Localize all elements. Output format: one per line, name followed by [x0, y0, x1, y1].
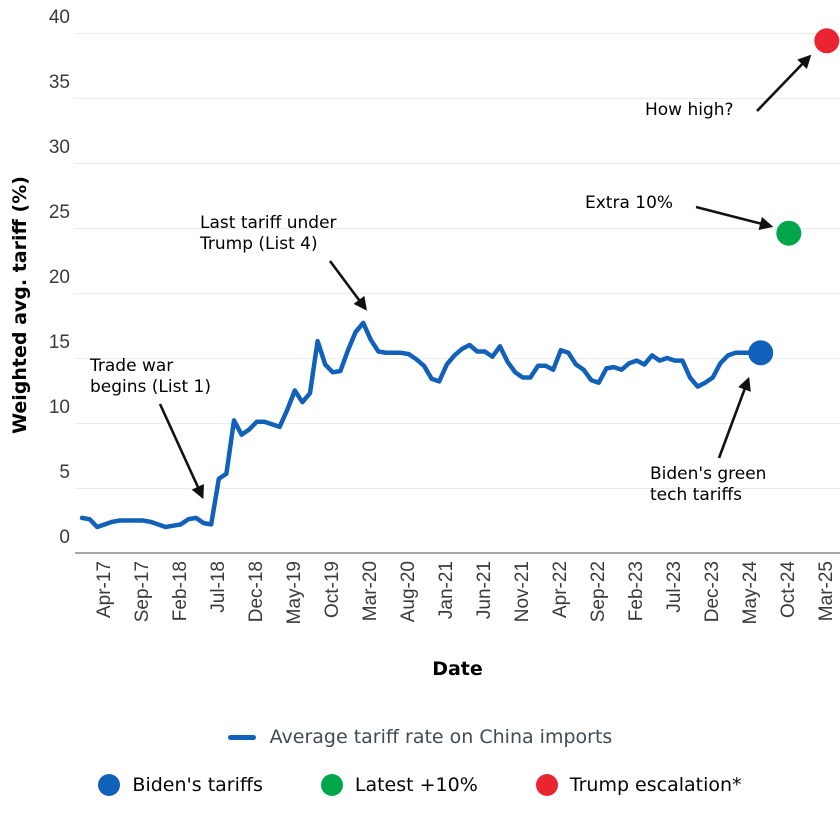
x-tick-label: Oct-24 — [777, 561, 799, 619]
line-swatch-icon — [227, 734, 256, 740]
dot-latest-10- — [776, 220, 802, 246]
annotation-arrow — [158, 403, 204, 500]
annotation-label: Biden's green tech tariffs — [650, 464, 767, 505]
y-tick-label: 40 — [48, 7, 70, 28]
gridline — [75, 423, 840, 424]
x-tick-label: Dec-23 — [701, 561, 723, 623]
highlight-dots — [748, 28, 840, 366]
legend-dot-label: Trump escalation* — [569, 774, 742, 796]
legend-dot-icon — [320, 774, 343, 796]
legend-dot-icon — [98, 774, 121, 796]
legend-item: Latest +10% — [320, 774, 478, 796]
x-tick-label: Oct-19 — [321, 561, 343, 619]
y-tick-label: 30 — [48, 137, 70, 158]
legend-dot-label: Biden's tariffs — [132, 774, 263, 796]
x-tick-label: Nov-21 — [511, 561, 533, 623]
chart-legend: Average tariff rate on China imports Bid… — [0, 724, 840, 798]
annotation-label: Last tariff under Trump (List 4) — [200, 213, 337, 254]
x-tick-label: Jul-18 — [207, 561, 229, 613]
legend-series-label: Average tariff rate on China imports — [269, 726, 613, 748]
x-tick-label: Sep-22 — [587, 561, 609, 623]
x-axis-line — [75, 552, 840, 554]
annotation-label: How high? — [645, 100, 734, 120]
y-tick-label: 20 — [48, 267, 70, 288]
legend-item: Biden's tariffs — [98, 774, 263, 796]
x-tick-label: Jun-21 — [473, 561, 495, 620]
x-tick-label: May-19 — [283, 561, 305, 625]
legend-item: Trump escalation* — [535, 774, 742, 796]
x-tick-label: Apr-22 — [549, 561, 571, 619]
legend-dots-row: Biden's tariffs Latest +10% Trump escalati… — [76, 772, 763, 798]
y-tick-label: 35 — [48, 72, 70, 93]
legend-dot-label: Latest +10% — [354, 774, 478, 796]
x-tick-label: Sep-17 — [131, 561, 153, 623]
annotation-arrow — [695, 205, 774, 231]
y-tick-label: 0 — [59, 527, 70, 548]
annotation-arrows — [158, 54, 812, 500]
y-tick-label: 25 — [48, 202, 70, 223]
y-tick-label: 10 — [48, 397, 70, 418]
x-tick-label: Mar-25 — [815, 561, 837, 622]
legend-dot-icon — [535, 774, 558, 796]
gridline — [75, 228, 840, 229]
x-tick-label: Aug-20 — [397, 561, 419, 623]
x-tick-label: May-24 — [739, 561, 761, 625]
x-tick-label: Dec-18 — [245, 561, 267, 623]
y-axis-title: Weighted avg. tariff (%) — [9, 176, 31, 434]
annotation-arrow — [756, 54, 812, 112]
x-tick-label: Jan-21 — [435, 561, 457, 620]
annotation-label: Extra 10% — [585, 193, 674, 213]
x-axis-title: Date — [432, 658, 483, 680]
x-tick-label: Apr-17 — [93, 561, 115, 619]
x-tick-label: Feb-23 — [625, 561, 647, 622]
annotation-arrow — [717, 376, 751, 459]
gridline — [75, 163, 840, 164]
legend-series-row: Average tariff rate on China imports — [227, 724, 613, 750]
y-tick-label: 15 — [48, 332, 70, 353]
annotation-arrow — [328, 260, 368, 311]
gridline — [75, 98, 840, 99]
dot-biden-s-tariffs — [748, 340, 774, 366]
gridline — [75, 33, 840, 34]
gridline — [75, 293, 840, 294]
x-tick-label: Mar-20 — [359, 561, 381, 622]
y-tick-label: 5 — [59, 462, 70, 483]
x-tick-label: Feb-18 — [169, 561, 191, 622]
x-tick-label: Jul-23 — [663, 561, 685, 613]
annotation-label: Trade war begins (List 1) — [90, 356, 212, 397]
